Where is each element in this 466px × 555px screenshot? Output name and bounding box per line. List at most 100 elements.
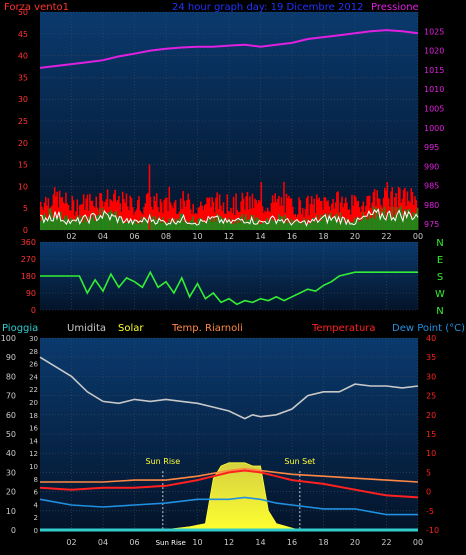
wind-gust-bar	[353, 195, 356, 230]
y-mid-tick-label: 24	[29, 373, 38, 381]
wind-avg-bar	[53, 216, 56, 230]
wind-gust-bar	[235, 193, 237, 230]
wind-gust-bar	[116, 199, 119, 230]
y-right-tick-label: 40	[426, 334, 436, 343]
y-left-tick-label: 35	[18, 73, 28, 82]
wind-avg-bar	[183, 222, 186, 230]
wind-gust-bar	[366, 196, 368, 230]
y-mid-tick-label: 18	[29, 412, 38, 420]
wind-avg-bar	[181, 213, 183, 230]
wind-avg-bar	[51, 213, 53, 230]
wind-avg-bar	[200, 218, 202, 230]
wind-avg-bar	[346, 218, 348, 230]
wind-gust-bar	[411, 192, 414, 230]
wind-avg-bar	[416, 208, 419, 230]
x-tick-label: 22	[381, 232, 391, 241]
wind-avg-bar	[75, 218, 77, 230]
wind-avg-bar	[221, 218, 223, 230]
wind-gust-bar	[283, 182, 285, 230]
wind-gust-bar	[47, 198, 50, 230]
wind-avg-bar	[257, 218, 260, 230]
y-mid-tick-label: 28	[29, 348, 38, 356]
wind-gust-bar	[94, 207, 96, 230]
wind-avg-bar	[215, 221, 217, 230]
wind-avg-bar	[178, 218, 181, 230]
panel1-right-label: Pressione	[371, 2, 419, 13]
wind-avg-bar	[147, 218, 149, 230]
label-temp-riarnoli: Temp. Riarnoli	[171, 323, 243, 334]
wind-avg-bar	[92, 211, 95, 230]
wind-gust-bar	[200, 201, 202, 230]
wind-avg-bar	[241, 214, 244, 230]
wind-avg-bar	[355, 219, 357, 230]
wind-gust-bar	[89, 193, 91, 230]
y-mid-tick-label: 26	[29, 361, 38, 369]
wind-gust-bar	[268, 210, 270, 230]
wind-avg-bar	[95, 215, 97, 230]
wind-avg-bar	[184, 222, 187, 230]
wind-avg-bar	[211, 222, 213, 230]
wind-gust-bar	[174, 200, 177, 230]
wind-gust-bar	[275, 202, 278, 230]
wind-gust-bar	[46, 205, 48, 230]
wind-avg-bar	[251, 220, 254, 230]
wind-avg-bar	[164, 223, 167, 230]
wind-avg-bar	[133, 221, 135, 230]
wind-avg-bar	[412, 212, 415, 230]
wind-gust-bar	[313, 198, 315, 230]
wind-avg-bar	[138, 220, 140, 230]
wind-avg-bar	[177, 221, 179, 230]
x-tick-label: 22	[381, 538, 391, 547]
wind-avg-bar	[415, 213, 418, 230]
wind-gust-bar	[305, 197, 308, 230]
y-left-tick-label: 10	[6, 507, 16, 516]
wind-gust-bar	[194, 213, 197, 230]
wind-avg-bar	[217, 219, 220, 230]
y-left-tick-label: 45	[18, 30, 28, 39]
temperature-line	[39, 469, 419, 499]
wind-avg-bar	[380, 214, 382, 230]
wind-gust-bar	[62, 202, 65, 230]
y-right-tick-label: 980	[424, 201, 439, 210]
wind-gust-bar	[273, 202, 275, 230]
wind-gust-bar	[318, 197, 321, 230]
wind-gust-bar	[356, 201, 358, 230]
wind-avg-bar	[82, 222, 85, 230]
wind-avg-bar	[120, 217, 123, 230]
wind-gust-bar	[131, 207, 134, 230]
wind-gust-bar	[298, 197, 300, 230]
x-tick-label: 02	[66, 538, 76, 547]
wind-gust-bar	[173, 202, 176, 230]
wind-gust-bar	[326, 201, 328, 230]
wind-gust-bar	[167, 211, 169, 230]
wind-avg-bar	[213, 217, 216, 230]
wind-gust-bar	[205, 204, 207, 230]
wind-avg-bar	[387, 210, 390, 230]
wind-avg-bar	[119, 214, 121, 230]
wind-avg-bar	[363, 215, 366, 230]
y-right-tick-label: 20	[426, 411, 436, 420]
y-right-tick-label: -5	[426, 507, 434, 516]
wind-gust-bar	[114, 189, 116, 230]
wind-gust-bar	[222, 202, 225, 230]
wind-gust-bar	[193, 213, 196, 230]
wind-avg-bar	[231, 218, 234, 230]
wind-avg-bar	[299, 222, 302, 230]
x-tick-label: 10	[192, 232, 202, 241]
wind-avg-bar	[244, 217, 246, 230]
wind-avg-bar	[385, 216, 387, 230]
wind-avg-bar	[366, 218, 368, 230]
x-tick-label: 20	[350, 538, 360, 547]
wind-avg-bar	[278, 213, 280, 230]
wind-avg-bar	[56, 214, 58, 230]
wind-avg-bar	[150, 218, 153, 230]
wind-gust-bar	[249, 196, 251, 230]
wind-avg-bar	[110, 209, 113, 230]
y-left-tick-label: 30	[6, 468, 16, 477]
wind-avg-bar	[194, 221, 197, 230]
wind-gust-bar	[171, 205, 173, 230]
panel2-series	[40, 270, 418, 306]
wind-avg-bar	[55, 217, 57, 230]
wind-gust-bar	[292, 206, 294, 230]
wind-avg-bar	[155, 220, 158, 230]
